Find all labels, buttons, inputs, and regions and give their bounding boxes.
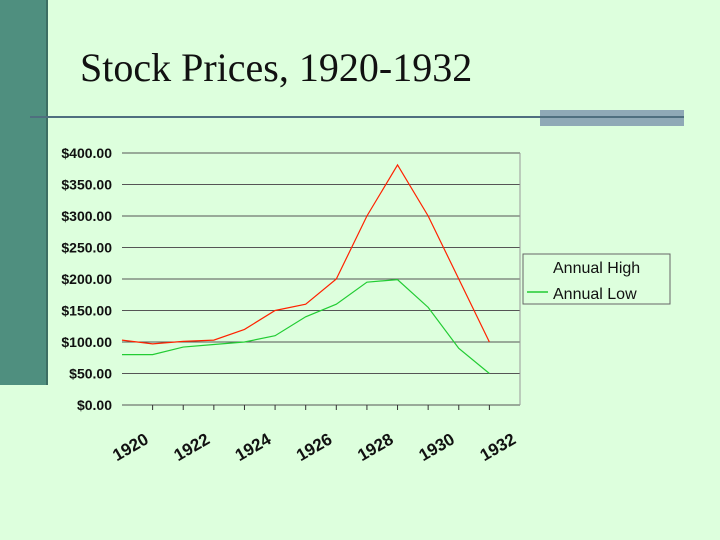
y-tick-label: $350.00 — [61, 177, 112, 193]
series-line-annual-high — [121, 163, 490, 345]
y-tick-label: $0.00 — [77, 397, 112, 413]
y-tick-label: $250.00 — [61, 240, 112, 256]
series-lines — [121, 163, 490, 374]
title-rule-accent — [540, 110, 684, 126]
y-tick-label: $50.00 — [69, 366, 112, 382]
y-tick-label: $100.00 — [61, 334, 112, 350]
y-tick-label: $150.00 — [61, 303, 112, 319]
x-axis: 1920 1922 1924 1926 1928 1930 1932 — [109, 405, 519, 465]
series-line-annual-low — [122, 279, 490, 374]
y-tick-label: $200.00 — [61, 271, 112, 287]
x-tick-label: 1924 — [232, 429, 275, 465]
title-rule — [30, 116, 684, 118]
x-tick-label: 1920 — [109, 430, 151, 465]
legend: Annual High Annual Low — [522, 253, 671, 305]
legend-entry-label: Annual Low — [553, 286, 637, 303]
x-tick-label: 1930 — [416, 430, 458, 465]
left-accent-bar — [0, 0, 48, 385]
x-tick-label: 1928 — [354, 430, 396, 465]
x-tick-label: 1922 — [171, 430, 213, 465]
x-tick-label: 1932 — [477, 430, 519, 465]
page-title: Stock Prices, 1920-1932 — [80, 45, 473, 90]
legend-box — [522, 253, 671, 305]
gridlines — [122, 152, 521, 406]
y-axis-ticks: $0.00 $50.00 $100.00 $150.00 $200.00 $250.00 $… — [61, 145, 112, 413]
legend-entry-label: Annual High — [553, 260, 640, 277]
y-tick-label: $300.00 — [61, 208, 112, 224]
y-tick-label: $400.00 — [61, 145, 112, 161]
x-tick-label: 1926 — [293, 430, 335, 465]
